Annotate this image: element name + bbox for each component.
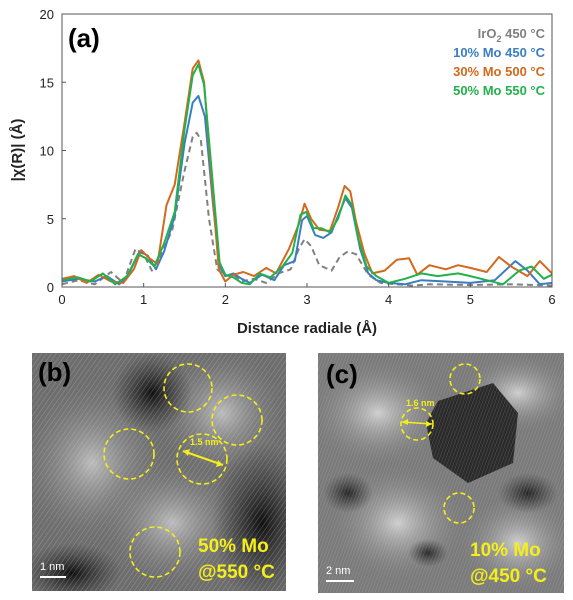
particle-ring-b1 — [163, 363, 213, 413]
caption-c-line1: 10% Mo — [470, 540, 541, 561]
x-axis-title: Distance radiale (Å) — [237, 320, 377, 337]
scale-label-b: 1 nm — [40, 561, 65, 573]
y-tick-label-0: 0 — [47, 280, 54, 295]
measure-line-b — [182, 450, 224, 466]
y-tick-label-2: 10 — [40, 144, 54, 159]
legend: IrO2 450 °C10% Mo 450 °C 30% Mo 500 °C 50%… — [453, 26, 546, 98]
series-line-1 — [61, 94, 553, 286]
particle-ring-c1 — [449, 363, 481, 395]
measure-label-c: 1.6 nm — [406, 398, 435, 408]
x-tick-label-4: 4 — [385, 292, 392, 307]
particle-ring-b5 — [129, 526, 181, 578]
scale-bar-c — [326, 580, 354, 582]
plot-area — [61, 59, 553, 287]
caption-c-line2: @450 °C — [470, 566, 547, 587]
micrograph-b-image — [32, 353, 286, 591]
panel-label-a: (a) — [68, 23, 100, 53]
legend-entry-3: 50% Mo 550 °C — [453, 83, 546, 98]
caption-b-line1: 50% Mo — [198, 536, 269, 557]
x-tick-label-1: 1 — [140, 292, 147, 307]
y-tick-label-1: 5 — [47, 212, 54, 227]
y-tick-label-3: 15 — [40, 75, 54, 90]
particle-ring-c3 — [443, 492, 475, 524]
y-tick-label-4: 20 — [40, 7, 54, 22]
axes: 0 1 2 3 4 5 6 0 5 10 15 20 — [40, 7, 556, 307]
legend-entry-1: 10% Mo 450 °C — [453, 45, 546, 60]
series-line-3 — [61, 63, 553, 286]
x-tick-label-5: 5 — [467, 292, 474, 307]
x-tick-label-0: 0 — [58, 292, 65, 307]
exafs-chart: (a) 0 1 2 3 4 5 6 0 5 10 15 20 IrO2 450 °C10% Mo 45… — [9, 7, 556, 337]
particle-ring-b2 — [211, 394, 263, 446]
micrograph-c-image — [318, 353, 564, 593]
x-tick-label-2: 2 — [222, 292, 229, 307]
x-tick-label-6: 6 — [548, 292, 555, 307]
scale-label-c: 2 nm — [326, 565, 351, 577]
panel-label-c: (c) — [326, 359, 358, 389]
particle-ring-b3 — [103, 428, 155, 480]
particle-ring-b4 — [176, 433, 228, 485]
legend-entry-2: 30% Mo 500 °C — [453, 64, 546, 79]
micrograph-b: (b) 1.5 nm 50% Mo @550 °C 1 nm — [32, 353, 286, 591]
particle-ring-c2 — [400, 407, 434, 441]
scale-bar-b — [40, 576, 66, 578]
series-line-2 — [61, 59, 553, 284]
panel-label-b: (b) — [38, 357, 72, 387]
micrograph-c: (c) 1.6 nm 10% Mo @450 °C 2 nm — [318, 353, 564, 593]
y-axis-title: |χ(R)| (Å) — [9, 119, 26, 182]
measure-label-b: 1.5 nm — [190, 437, 219, 447]
legend-entry-0: IrO2 450 °C — [478, 26, 546, 44]
x-tick-label-3: 3 — [303, 292, 310, 307]
caption-b-line2: @550 °C — [198, 562, 275, 583]
